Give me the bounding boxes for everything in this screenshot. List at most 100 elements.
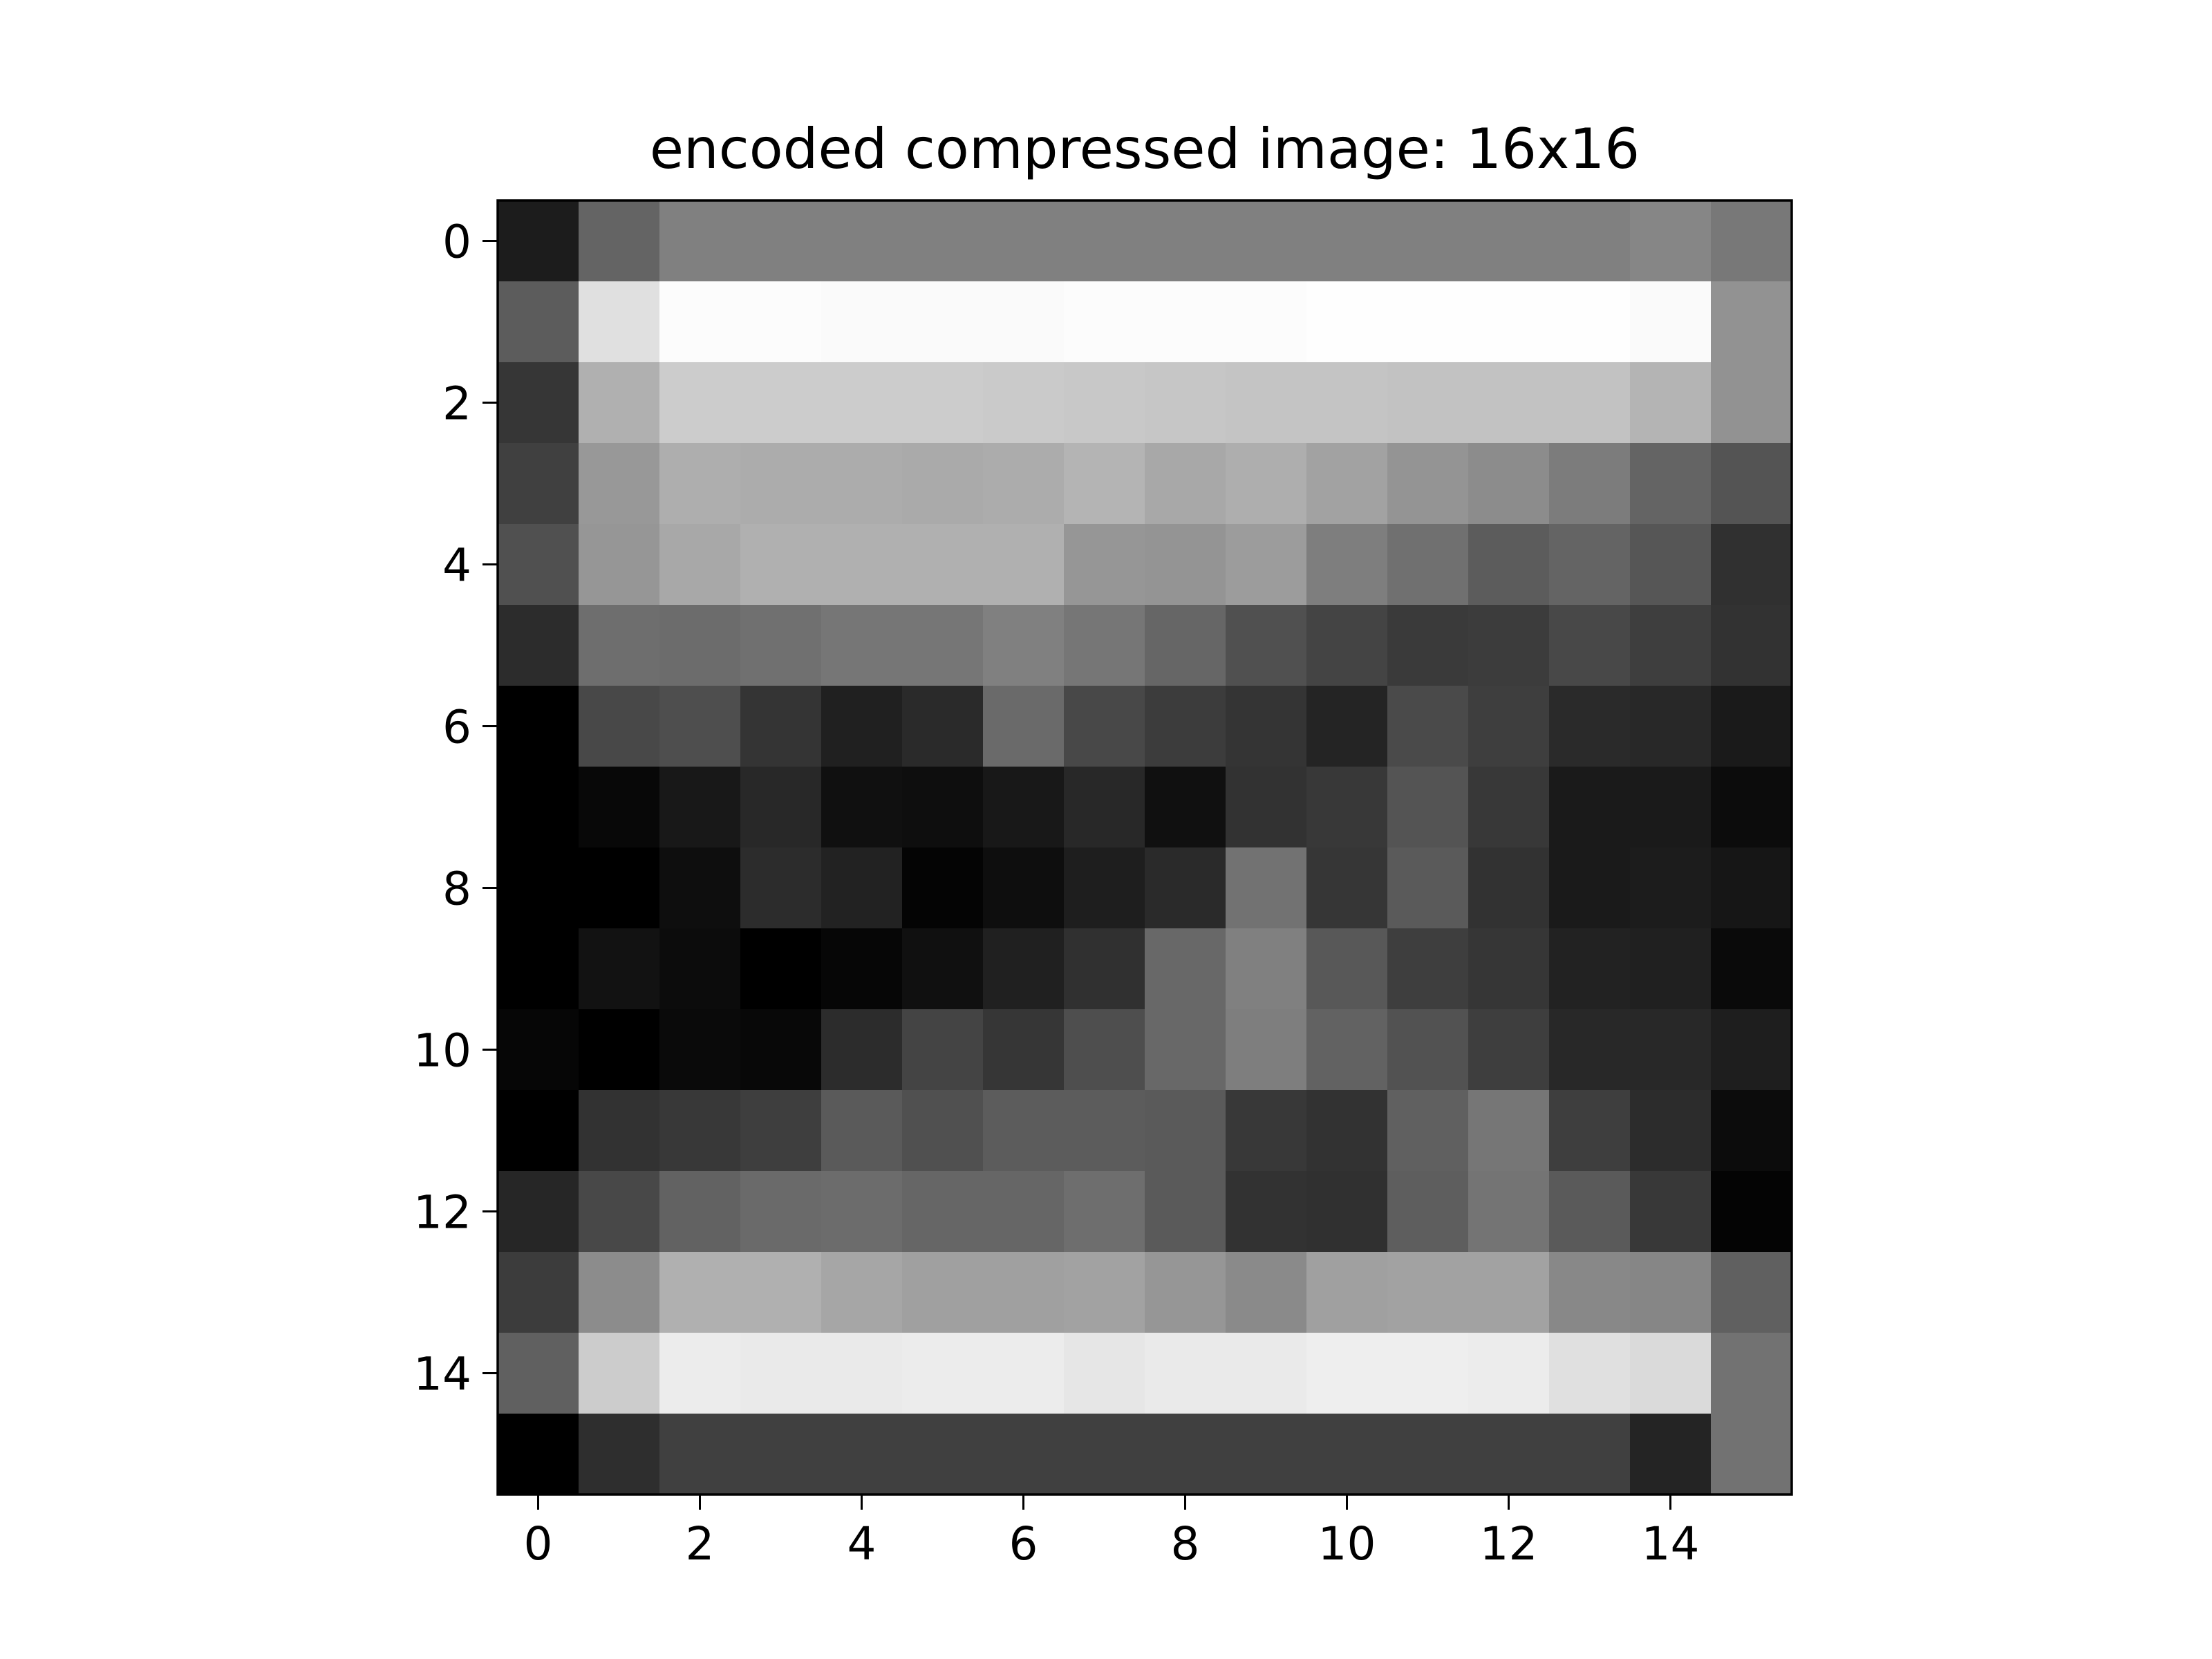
- heatmap-cell-r14-c8: [1145, 1333, 1226, 1414]
- heatmap-cell-r10-c13: [1549, 1009, 1631, 1091]
- heatmap-cell-r8-c2: [659, 847, 741, 929]
- heatmap-cell-r14-c10: [1306, 1333, 1388, 1414]
- heatmap-cell-r5-c12: [1468, 605, 1550, 686]
- heatmap-cell-r5-c3: [740, 605, 822, 686]
- heatmap-cell-r6-c12: [1468, 686, 1550, 767]
- heatmap-cell-r4-c6: [983, 524, 1065, 606]
- heatmap-cell-r1-c1: [579, 281, 660, 363]
- heatmap-cell-r6-c11: [1387, 686, 1469, 767]
- heatmap-cell-r8-c6: [983, 847, 1065, 929]
- x-tick-label-14: 14: [1642, 1517, 1700, 1571]
- heatmap-cell-r2-c4: [821, 362, 903, 444]
- x-tick-label-2: 2: [686, 1517, 715, 1571]
- heatmap-cell-r9-c11: [1387, 928, 1469, 1010]
- heatmap-cell-r0-c2: [659, 200, 741, 282]
- x-tick-label-12: 12: [1480, 1517, 1538, 1571]
- heatmap-cell-r4-c10: [1306, 524, 1388, 606]
- heatmap-cell-r0-c6: [983, 200, 1065, 282]
- heatmap-cell-r14-c11: [1387, 1333, 1469, 1414]
- heatmap-cell-r11-c8: [1145, 1090, 1226, 1172]
- heatmap-cell-r5-c11: [1387, 605, 1469, 686]
- heatmap-cell-r8-c10: [1306, 847, 1388, 929]
- heatmap-cell-r13-c5: [902, 1252, 984, 1333]
- heatmap-cell-r11-c0: [498, 1090, 579, 1172]
- heatmap-cell-r13-c3: [740, 1252, 822, 1333]
- heatmap-cell-r7-c2: [659, 767, 741, 848]
- heatmap-cell-r4-c4: [821, 524, 903, 606]
- heatmap-cell-r9-c13: [1549, 928, 1631, 1010]
- heatmap-cell-r3-c10: [1306, 443, 1388, 525]
- heatmap-cell-r9-c2: [659, 928, 741, 1010]
- heatmap-cell-r10-c9: [1226, 1009, 1307, 1091]
- heatmap-cell-r7-c15: [1711, 767, 1792, 848]
- heatmap-cell-r7-c7: [1064, 767, 1145, 848]
- heatmap-cell-r12-c15: [1711, 1171, 1792, 1253]
- heatmap-cell-r5-c4: [821, 605, 903, 686]
- heatmap-cell-r2-c2: [659, 362, 741, 444]
- heatmap-cell-r12-c2: [659, 1171, 741, 1253]
- x-tick-label-6: 6: [1009, 1517, 1038, 1571]
- heatmap-cell-r11-c14: [1630, 1090, 1712, 1172]
- heatmap-cell-r12-c5: [902, 1171, 984, 1253]
- heatmap-cell-r11-c9: [1226, 1090, 1307, 1172]
- heatmap-cell-r12-c14: [1630, 1171, 1712, 1253]
- heatmap-cell-r11-c4: [821, 1090, 903, 1172]
- heatmap-cell-r6-c4: [821, 686, 903, 767]
- y-tick-label-14: 14: [413, 1348, 471, 1401]
- heatmap-cell-r5-c14: [1630, 605, 1712, 686]
- x-tick-label-10: 10: [1318, 1517, 1376, 1571]
- heatmap-cell-r2-c1: [579, 362, 660, 444]
- heatmap-cell-r12-c3: [740, 1171, 822, 1253]
- heatmap-cell-r15-c13: [1549, 1414, 1631, 1495]
- heatmap-cell-r12-c12: [1468, 1171, 1550, 1253]
- heatmap-cell-r3-c3: [740, 443, 822, 525]
- heatmap-cell-r5-c7: [1064, 605, 1145, 686]
- heatmap-cell-r3-c1: [579, 443, 660, 525]
- heatmap-cell-r6-c5: [902, 686, 984, 767]
- heatmap-cell-r1-c8: [1145, 281, 1226, 363]
- heatmap-cell-r0-c0: [498, 200, 579, 282]
- heatmap-cell-r5-c10: [1306, 605, 1388, 686]
- y-tick-label-4: 4: [442, 539, 471, 592]
- heatmap-cell-r4-c7: [1064, 524, 1145, 606]
- heatmap-cell-r9-c4: [821, 928, 903, 1010]
- heatmap-cell-r4-c15: [1711, 524, 1792, 606]
- heatmap-cell-r1-c11: [1387, 281, 1469, 363]
- heatmap-cell-r2-c12: [1468, 362, 1550, 444]
- heatmap-cell-r0-c15: [1711, 200, 1792, 282]
- heatmap-cell-r2-c0: [498, 362, 579, 444]
- heatmap-cell-r7-c12: [1468, 767, 1550, 848]
- heatmap-cell-r14-c6: [983, 1333, 1065, 1414]
- y-tick-label-2: 2: [442, 377, 471, 431]
- heatmap-cell-r14-c15: [1711, 1333, 1792, 1414]
- heatmap-cell-r0-c14: [1630, 200, 1712, 282]
- heatmap-cell-r3-c0: [498, 443, 579, 525]
- heatmap-cell-r3-c5: [902, 443, 984, 525]
- heatmap-cell-r9-c9: [1226, 928, 1307, 1010]
- heatmap-cell-r1-c5: [902, 281, 984, 363]
- heatmap-cell-r4-c0: [498, 524, 579, 606]
- heatmap-cell-r13-c9: [1226, 1252, 1307, 1333]
- heatmap-cell-r12-c8: [1145, 1171, 1226, 1253]
- heatmap-cell-r9-c10: [1306, 928, 1388, 1010]
- heatmap-cell-r6-c14: [1630, 686, 1712, 767]
- heatmap-cell-r13-c0: [498, 1252, 579, 1333]
- heatmap-cell-r1-c9: [1226, 281, 1307, 363]
- heatmap-cell-r3-c9: [1226, 443, 1307, 525]
- heatmap-cell-r4-c12: [1468, 524, 1550, 606]
- heatmap-cell-r0-c9: [1226, 200, 1307, 282]
- heatmap-cell-r7-c8: [1145, 767, 1226, 848]
- y-tick-label-10: 10: [413, 1024, 471, 1078]
- plot-frame: [496, 199, 1793, 1496]
- heatmap-cell-r4-c14: [1630, 524, 1712, 606]
- heatmap-cell-r3-c4: [821, 443, 903, 525]
- heatmap-cell-r12-c9: [1226, 1171, 1307, 1253]
- heatmap-cell-r6-c0: [498, 686, 579, 767]
- heatmap-cell-r6-c9: [1226, 686, 1307, 767]
- heatmap-cell-r12-c4: [821, 1171, 903, 1253]
- heatmap-cell-r15-c9: [1226, 1414, 1307, 1495]
- heatmap-cell-r10-c15: [1711, 1009, 1792, 1091]
- heatmap-cell-r2-c3: [740, 362, 822, 444]
- heatmap-cell-r5-c6: [983, 605, 1065, 686]
- heatmap-cell-r12-c6: [983, 1171, 1065, 1253]
